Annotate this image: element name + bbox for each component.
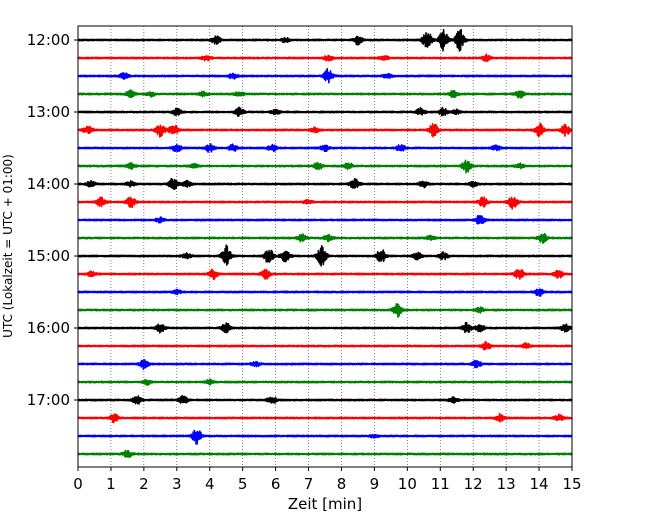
trace-row [77,53,573,63]
trace-row [77,122,573,138]
plot-frame [77,25,573,468]
x-axis: 0 1 2 3 4 5 6 7 8 9 10 11 12 13 14 15 [73,467,582,493]
x-tick-label: 10 [398,475,417,493]
x-tick-label: 5 [238,475,248,493]
trace-row [77,429,573,445]
x-tick-label: 2 [139,475,149,493]
x-axis-label: Zeit [min] [288,495,362,513]
x-tick-label: 15 [562,475,581,493]
trace-row [77,288,573,297]
x-tick-label: 9 [370,475,380,493]
x-tick-label: 1 [106,475,116,493]
x-tick-label: 8 [337,475,347,493]
y-axis-label: UTC (Lokalzeit = UTC + 01:00) [1,154,15,338]
x-tick-label: 0 [73,475,83,493]
x-tick-label: 12 [464,475,483,493]
seismogram-traces [77,28,573,458]
trace-row [77,159,573,174]
trace-row [77,302,573,319]
trace-row [77,28,573,52]
trace-row [77,89,573,99]
trace-row [77,106,573,117]
trace-row [77,143,573,153]
trace-row [77,395,573,405]
x-tick-label: 11 [431,475,450,493]
y-tick-label: 13:00 [27,103,70,121]
trace-row [77,196,573,210]
trace-row [77,268,573,281]
y-tick-label: 14:00 [27,175,70,193]
x-tick-label: 6 [271,475,281,493]
y-tick-label: 15:00 [27,247,70,265]
y-axis: 12:00 13:00 14:00 15:00 16:00 17:00 [27,31,78,409]
x-tick-label: 3 [172,475,182,493]
trace-row [77,412,573,424]
trace-row [77,177,573,191]
trace-row [77,321,573,334]
y-tick-label: 12:00 [27,31,70,49]
trace-row [77,244,573,267]
trace-row [77,341,573,351]
trace-row [77,358,573,371]
trace-row [77,214,573,225]
trace-row [77,449,573,458]
y-tick-label: 16:00 [27,319,70,337]
x-tick-label: 13 [497,475,516,493]
trace-row [77,67,573,84]
trace-row [77,378,573,386]
x-tick-label: 4 [205,475,215,493]
x-tick-label: 7 [304,475,314,493]
y-tick-label: 17:00 [27,391,70,409]
trace-row [77,232,573,245]
x-tick-label: 14 [530,475,549,493]
